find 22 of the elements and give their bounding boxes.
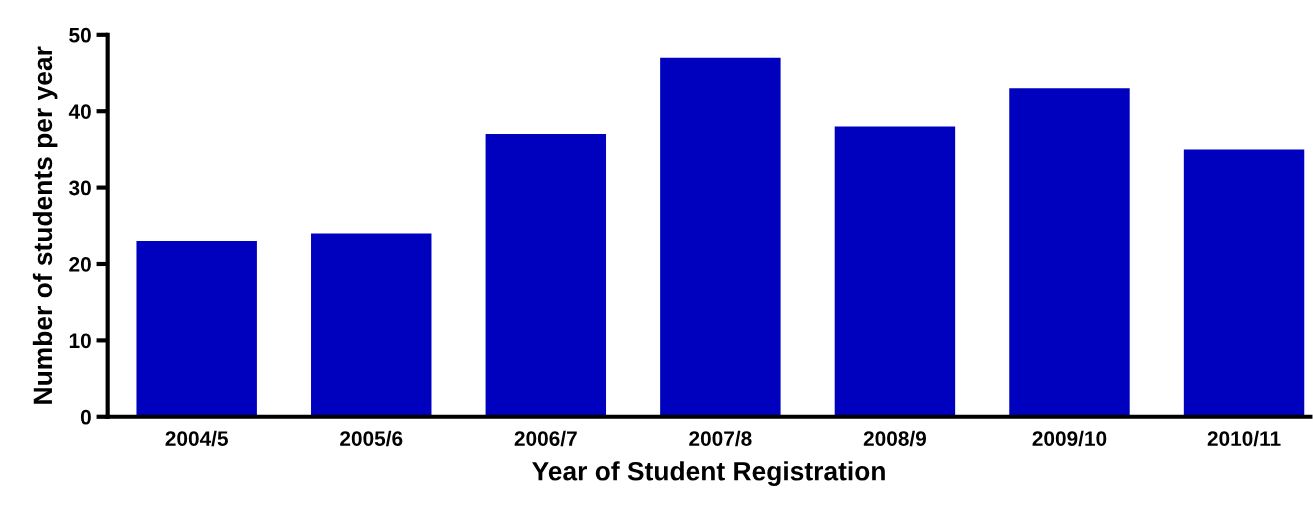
y-tick-label: 10 [69,333,91,349]
bar [136,241,257,417]
bar [1183,149,1305,417]
y-axis-title: Number of students per year [32,46,58,404]
x-tick-label: 2008/9 [863,430,927,447]
bar [660,57,781,417]
x-tick-label: 2007/8 [689,430,752,447]
x-tick-label: 2004/5 [165,430,228,447]
y-tick-label: 20 [69,256,91,272]
bar [311,233,432,417]
bar [485,134,607,417]
y-tick-label: 30 [69,180,91,196]
bar [834,126,956,417]
y-tick-label: 0 [80,409,91,425]
x-tick-label: 2006/7 [514,430,577,447]
x-tick-label: 2009/10 [1032,430,1107,447]
x-axis-title: Year of Student Registration [532,461,885,486]
y-tick-label: 50 [69,27,91,43]
x-tick-label: 2010/11 [1207,430,1281,447]
bar [1009,88,1130,417]
y-tick-label: 40 [68,104,91,119]
x-tick-label: 2005/6 [340,430,403,447]
